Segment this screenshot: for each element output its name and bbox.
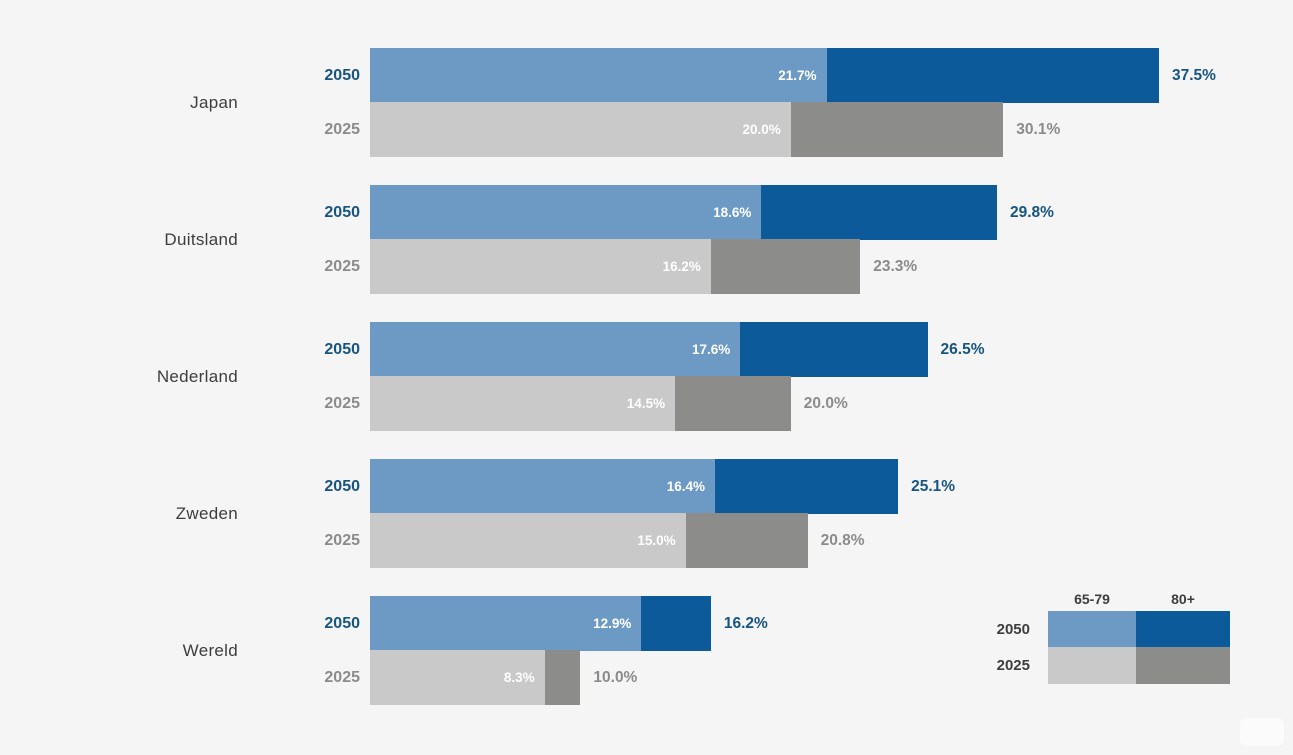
total-label: 25.1% <box>911 477 956 495</box>
bar-segment-65-79: 18.6% <box>370 185 762 240</box>
year-label-2025: 2025 <box>324 531 360 549</box>
legend-swatch-2050-80plus <box>1136 611 1230 647</box>
value-label-65-79: 12.9% <box>593 616 632 631</box>
year-label-2050: 2050 <box>324 477 360 495</box>
total-label: 10.0% <box>593 668 638 686</box>
bar-segment-80plus <box>790 102 1004 157</box>
legend-row-label-2025: 2025 <box>996 657 1030 674</box>
bar-segment-80plus <box>544 650 581 705</box>
legend: 65-79 80+ 2050 2025 <box>957 591 1230 684</box>
year-label-2025: 2025 <box>324 257 360 275</box>
value-label-65-79: 16.4% <box>666 479 706 494</box>
value-label-65-79: 21.7% <box>778 68 817 83</box>
bar-segment-80plus <box>715 459 899 514</box>
stacked-bar: 17.6% 26.5% <box>370 322 985 377</box>
stacked-bar: 16.4% 25.1% <box>370 459 955 514</box>
stacked-bar: 14.5% 20.0% <box>370 376 848 431</box>
stacked-bar: 15.0% 20.8% <box>370 513 865 568</box>
legend-row-label-2050: 2050 <box>996 620 1030 638</box>
bar-segment-80plus <box>826 48 1159 103</box>
legend-swatch-2050-65-79 <box>1048 611 1136 647</box>
year-label-2050: 2050 <box>324 203 360 221</box>
bar-segment-80plus <box>641 596 711 651</box>
total-label: 23.3% <box>873 257 918 275</box>
bar-row-2025: 2025 8.3% 10.0% <box>0 650 1293 705</box>
country-label: Japan <box>190 92 238 112</box>
country-group-japan: Japan 2050 21.7% 37.5% 2025 20.0% 30.1% <box>0 48 1293 157</box>
total-label: 20.0% <box>803 394 848 412</box>
bar-row-2025: 2025 15.0% 20.8% <box>0 513 1293 568</box>
value-label-65-79: 8.3% <box>503 670 535 685</box>
year-label-2025: 2025 <box>324 394 360 412</box>
bar-segment-80plus <box>685 513 808 568</box>
bar-segment-80plus <box>761 185 997 240</box>
total-label: 37.5% <box>1171 66 1216 84</box>
bar-segment-65-79: 15.0% <box>370 513 686 568</box>
country-label: Zweden <box>175 503 238 523</box>
legend-swatch-2025-65-79 <box>1048 647 1136 684</box>
bar-segment-80plus <box>675 376 791 431</box>
total-label: 29.8% <box>1009 203 1054 221</box>
year-label-2025: 2025 <box>324 668 360 686</box>
bar-segment-65-79: 16.4% <box>370 459 716 514</box>
watermark <box>1240 718 1284 746</box>
bar-row-2050: 2050 18.6% 29.8% <box>0 185 1293 240</box>
value-label-65-79: 14.5% <box>626 396 666 411</box>
stacked-bar: 20.0% 30.1% <box>370 102 1060 157</box>
bar-segment-65-79: 16.2% <box>370 239 711 294</box>
country-group-zweden: Zweden 2050 16.4% 25.1% 2025 15.0% 20.8% <box>0 459 1293 568</box>
stacked-bar: 16.2% 23.3% <box>370 239 917 294</box>
bar-segment-80plus <box>740 322 928 377</box>
legend-header-65-79: 65-79 <box>1074 591 1110 607</box>
country-label: Wereld <box>182 640 238 660</box>
total-label: 30.1% <box>1016 120 1061 138</box>
bar-segment-65-79: 17.6% <box>370 322 741 377</box>
legend-swatch-2025-80plus <box>1136 647 1230 684</box>
bar-row-2025: 2025 14.5% 20.0% <box>0 376 1293 431</box>
total-label: 20.8% <box>820 531 865 549</box>
year-label-2025: 2025 <box>324 120 360 138</box>
country-group-nederland: Nederland 2050 17.6% 26.5% 2025 14.5% 20… <box>0 322 1293 431</box>
value-label-65-79: 15.0% <box>637 533 676 548</box>
bar-row-2050: 2050 16.4% 25.1% <box>0 459 1293 514</box>
country-group-duitsland: Duitsland 2050 18.6% 29.8% 2025 16.2% 23… <box>0 185 1293 294</box>
country-label: Duitsland <box>164 229 238 249</box>
bar-segment-65-79: 20.0% <box>370 102 791 157</box>
year-label-2050: 2050 <box>324 614 360 632</box>
stacked-bar: 12.9% 16.2% <box>370 596 768 651</box>
value-label-65-79: 20.0% <box>742 122 781 137</box>
stacked-bar: 18.6% 29.8% <box>370 185 1054 240</box>
bar-row-2025: 2025 20.0% 30.1% <box>0 102 1293 157</box>
bar-row-2050: 2050 21.7% 37.5% <box>0 48 1293 103</box>
stacked-bar: 8.3% 10.0% <box>370 650 637 705</box>
bar-segment-65-79: 21.7% <box>370 48 827 103</box>
year-label-2050: 2050 <box>324 340 360 358</box>
value-label-65-79: 17.6% <box>692 342 731 357</box>
bar-row-2050: 2050 17.6% 26.5% <box>0 322 1293 377</box>
bar-segment-65-79: 14.5% <box>370 376 676 431</box>
bar-segment-80plus <box>710 239 861 294</box>
country-label: Nederland <box>156 366 238 386</box>
value-label-65-79: 16.2% <box>662 259 701 274</box>
bar-row-2050: 2050 12.9% 16.2% <box>0 596 1293 651</box>
bar-segment-65-79: 12.9% <box>370 596 642 651</box>
country-group-wereld: Wereld 2050 12.9% 16.2% 2025 8.3% 10.0% <box>0 596 1293 705</box>
legend-header-80plus: 80+ <box>1171 591 1195 607</box>
year-label-2050: 2050 <box>324 66 360 84</box>
legend-spacer <box>957 591 1048 611</box>
value-label-65-79: 18.6% <box>713 205 752 220</box>
total-label: 26.5% <box>940 340 985 358</box>
bar-row-2025: 2025 16.2% 23.3% <box>0 239 1293 294</box>
bar-segment-65-79: 8.3% <box>370 650 545 705</box>
total-label: 16.2% <box>723 614 768 632</box>
stacked-bar: 21.7% 37.5% <box>370 48 1216 103</box>
